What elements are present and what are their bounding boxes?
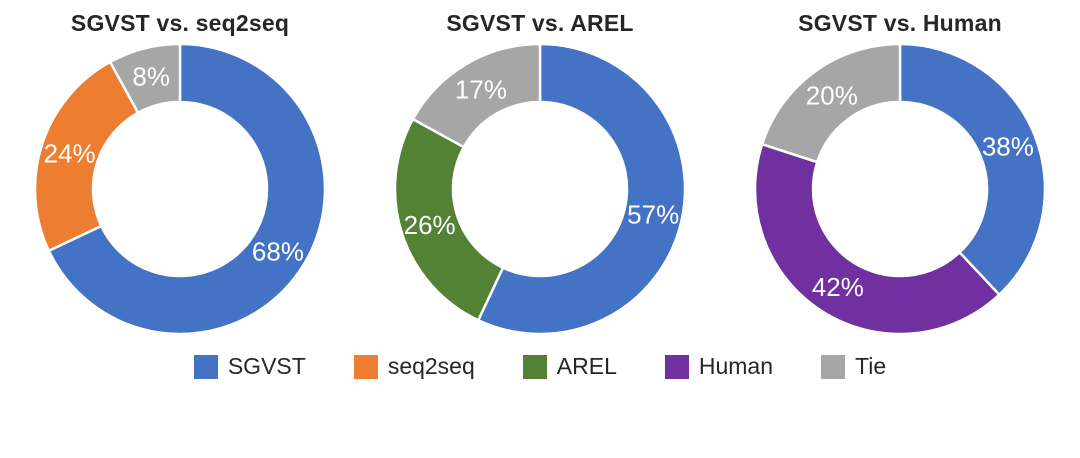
donut-segment-tie [108,42,182,115]
donut-chart-sgvst-vs-seq2seq: 68% 24% 8% [33,42,327,336]
donut-segment-human [753,142,1002,336]
chart-title-sgvst-vs-seq2seq: SGVST vs. seq2seq [70,10,290,36]
segment-label-sgvst: 68% [252,236,304,266]
chart-title-sgvst-vs-human: SGVST vs. Human [798,10,1002,36]
donut-segment-sgvst [476,42,687,336]
legend-item-human: Human [664,353,774,380]
donut-segment-seq2seq [33,60,140,253]
legend-swatch-tie [821,354,846,379]
donut-chart-sgvst-vs-arel: 57% 26% 17% [393,42,687,336]
legend-swatch-sgvst [193,354,218,379]
legend-item-seq2seq: seq2seq [353,353,475,380]
legend-swatch-human [664,354,689,379]
legend-label-seq2seq: seq2seq [387,353,475,379]
legend-item-tie: Tie [821,353,886,380]
segment-label-seq2seq: 24% [44,138,96,168]
donut-chart-sgvst-vs-human: 38% 42% 20% [753,42,1047,336]
donut-segment-tie [760,42,902,164]
legend-label-tie: Tie [855,353,887,379]
segment-label-tie: 17% [455,74,507,104]
segment-label-arel: 26% [404,210,456,240]
donut-segment-arel [393,117,505,322]
segment-label-tie: 20% [806,80,858,110]
chart-block-sgvst-vs-seq2seq: SGVST vs. seq2seq 68% 24% 8% [0,0,360,339]
donut-segment-tie [411,42,542,149]
chart-block-sgvst-vs-human: SGVST vs. Human 38% 42% 20% [720,0,1080,339]
legend-item-sgvst: SGVST [193,353,306,380]
donut-segment-sgvst [898,42,1047,297]
legend-swatch-arel [522,354,547,379]
legend: SGVST seq2seq AREL Human Tie [193,353,886,380]
chart-block-sgvst-vs-arel: SGVST vs. AREL 57% 26% 17% [360,0,720,339]
segment-label-human: 42% [812,272,864,302]
legend-label-sgvst: SGVST [227,353,306,379]
charts-row: SGVST vs. seq2seq 68% 24% 8% SGVST vs. ARE… [0,0,1080,339]
legend-swatch-seq2seq [353,354,378,379]
segment-label-sgvst: 38% [982,131,1034,161]
legend-label-human: Human [698,353,774,379]
chart-title-sgvst-vs-arel: SGVST vs. AREL [446,10,634,36]
donut-segment-sgvst [47,42,327,336]
segment-label-tie: 8% [132,62,170,92]
legend-item-arel: AREL [522,353,617,380]
segment-label-sgvst: 57% [627,199,679,229]
legend-label-arel: AREL [556,353,617,379]
